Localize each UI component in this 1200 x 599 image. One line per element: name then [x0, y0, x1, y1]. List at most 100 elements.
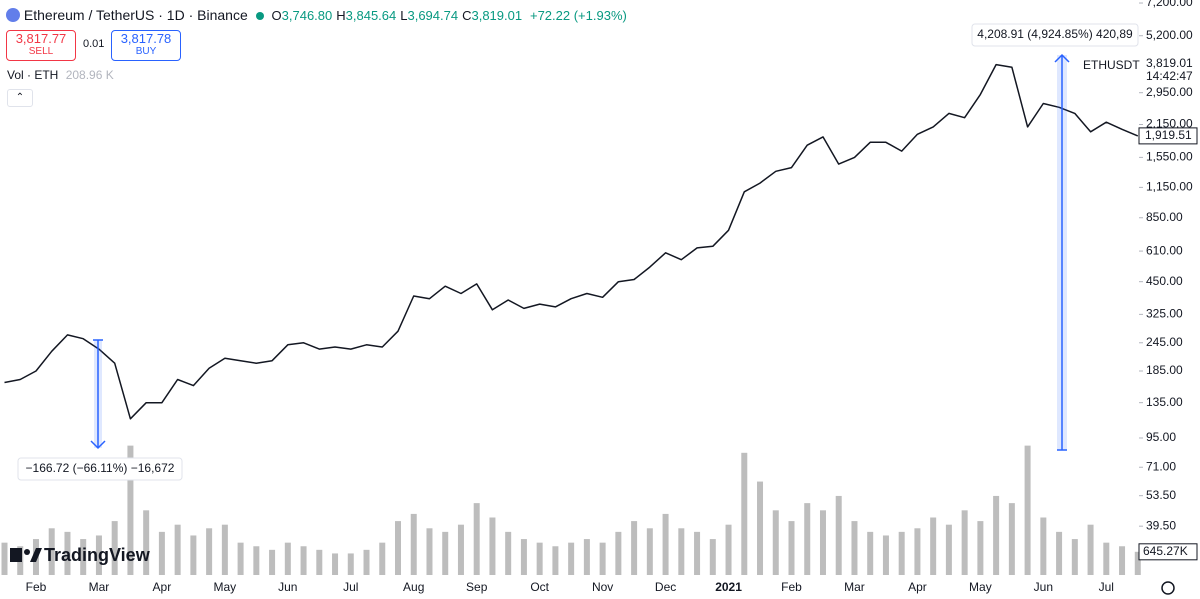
logo-mark: [24, 549, 30, 555]
volume-bar: [457, 524, 464, 575]
logo-mark: [30, 548, 42, 562]
volume-bar: [221, 524, 228, 575]
volume-title: Vol · ETH: [7, 68, 59, 82]
volume-bar: [741, 452, 748, 575]
volume-bar: [158, 531, 165, 575]
logo: TradingView: [10, 545, 151, 565]
volume-bar: [615, 531, 622, 575]
ohlc-label: C: [462, 8, 472, 23]
volume-bar: [552, 546, 559, 575]
volume-bar: [284, 542, 291, 575]
volume-bar: [1056, 531, 1063, 575]
volume-bar: [1119, 546, 1126, 575]
buy-button[interactable]: 3,817.78 BUY: [111, 30, 181, 61]
ohlc-value: 3,694.74: [407, 8, 459, 23]
volume-bar: [395, 521, 401, 575]
y-tick-label: 2,950.00: [1146, 85, 1193, 99]
y-tick-label: 71.00: [1146, 459, 1176, 473]
volume-bar: [410, 513, 417, 575]
ohlc-value: 3,845.64: [345, 8, 397, 23]
logo-mark: [10, 548, 22, 562]
x-tick-label: Nov: [592, 580, 613, 594]
volume-bar: [347, 553, 354, 575]
volume-bar: [1071, 539, 1078, 575]
x-tick-label: Mar: [89, 580, 110, 594]
volume-bar: [332, 553, 339, 575]
x-tick-label: Feb: [26, 580, 47, 594]
x-tick-label: May: [214, 580, 237, 594]
x-tick-label: Sep: [466, 580, 488, 594]
measure-head: [1054, 53, 1070, 63]
volume-bar: [804, 503, 811, 575]
volume-bar: [851, 521, 858, 575]
x-tick-label: Apr: [153, 580, 172, 594]
volume-bar: [930, 517, 937, 575]
ohlc-label: L: [400, 8, 408, 23]
volume-value: 208.96 K: [65, 68, 114, 82]
y-tick-label: 95.00: [1146, 430, 1176, 444]
volume-bar: [898, 531, 905, 575]
settings-icon[interactable]: [1161, 581, 1175, 595]
volume-bar: [316, 549, 323, 575]
x-tick-label: Jun: [1034, 580, 1053, 594]
ohlc-label: H: [336, 8, 346, 23]
volume-bar: [253, 546, 260, 575]
y-tick-label: 610.00: [1146, 243, 1183, 257]
volume-bar: [95, 535, 102, 575]
x-tick-label: Feb: [781, 580, 802, 594]
countdown: 14:42:47: [1146, 69, 1193, 83]
volume-bar: [961, 510, 968, 575]
price-line: [4, 63, 1139, 420]
volume-bar: [646, 528, 653, 575]
volume-bar: [127, 445, 134, 575]
volume-bar: [206, 528, 213, 575]
annotation: −166.72 (−66.11%) −16,672: [26, 461, 175, 475]
volume-bar: [694, 531, 701, 575]
buy-price: 3,817.78: [120, 31, 172, 46]
ohlc-label: O: [271, 8, 282, 23]
x-tick-label: Dec: [655, 580, 676, 594]
change: +72.22 (+1.93%): [529, 8, 627, 23]
volume-bar: [1, 542, 8, 575]
volume-bar: [190, 535, 197, 575]
sell-button[interactable]: 3,817.77 SELL: [6, 30, 76, 61]
volume-bar: [505, 531, 512, 575]
y-tick-label: 1,150.00: [1146, 180, 1193, 194]
y-tick-label: 850.00: [1146, 210, 1183, 224]
volume-bar: [835, 495, 842, 575]
y-tick-label: 135.00: [1146, 395, 1183, 409]
volume-bar: [819, 510, 826, 575]
volume-bar: [678, 528, 685, 575]
x-tick-label: May: [969, 580, 992, 594]
x-tick-label: 2021: [715, 580, 742, 594]
volume-bar: [269, 549, 276, 575]
volume-value-label: 645.27K: [1143, 544, 1188, 558]
annotation: 4,208.91 (4,924.85%) 420,89: [977, 27, 1133, 41]
symbol: Ethereum / TetherUS · 1D · Binance: [23, 7, 248, 23]
volume-bar: [583, 539, 590, 575]
volume-bar: [426, 528, 433, 575]
volume-bar: [80, 539, 87, 575]
last-price-label: 1,919.51: [1145, 128, 1192, 142]
volume-bar: [914, 528, 921, 575]
y-tick-label: 450.00: [1146, 274, 1183, 288]
volume-bar: [473, 503, 480, 575]
collapse-button[interactable]: ⌃: [7, 89, 33, 107]
volume-bar: [599, 542, 606, 575]
last-price-box: [1138, 127, 1198, 145]
volume-bar: [237, 542, 244, 575]
branding: TradingView: [44, 545, 151, 565]
volume-bar: [977, 521, 984, 575]
x-tick-label: Jul: [343, 580, 358, 594]
volume-label-box: [1138, 543, 1198, 561]
volume-bar: [1134, 551, 1141, 575]
x-tick-label: Jun: [278, 580, 297, 594]
volume-bar: [520, 539, 527, 575]
volume-bar: [945, 524, 952, 575]
volume-bar: [772, 510, 779, 575]
volume-bar: [1103, 542, 1110, 575]
measure-head: [90, 440, 106, 450]
volume-bar: [1040, 517, 1047, 575]
